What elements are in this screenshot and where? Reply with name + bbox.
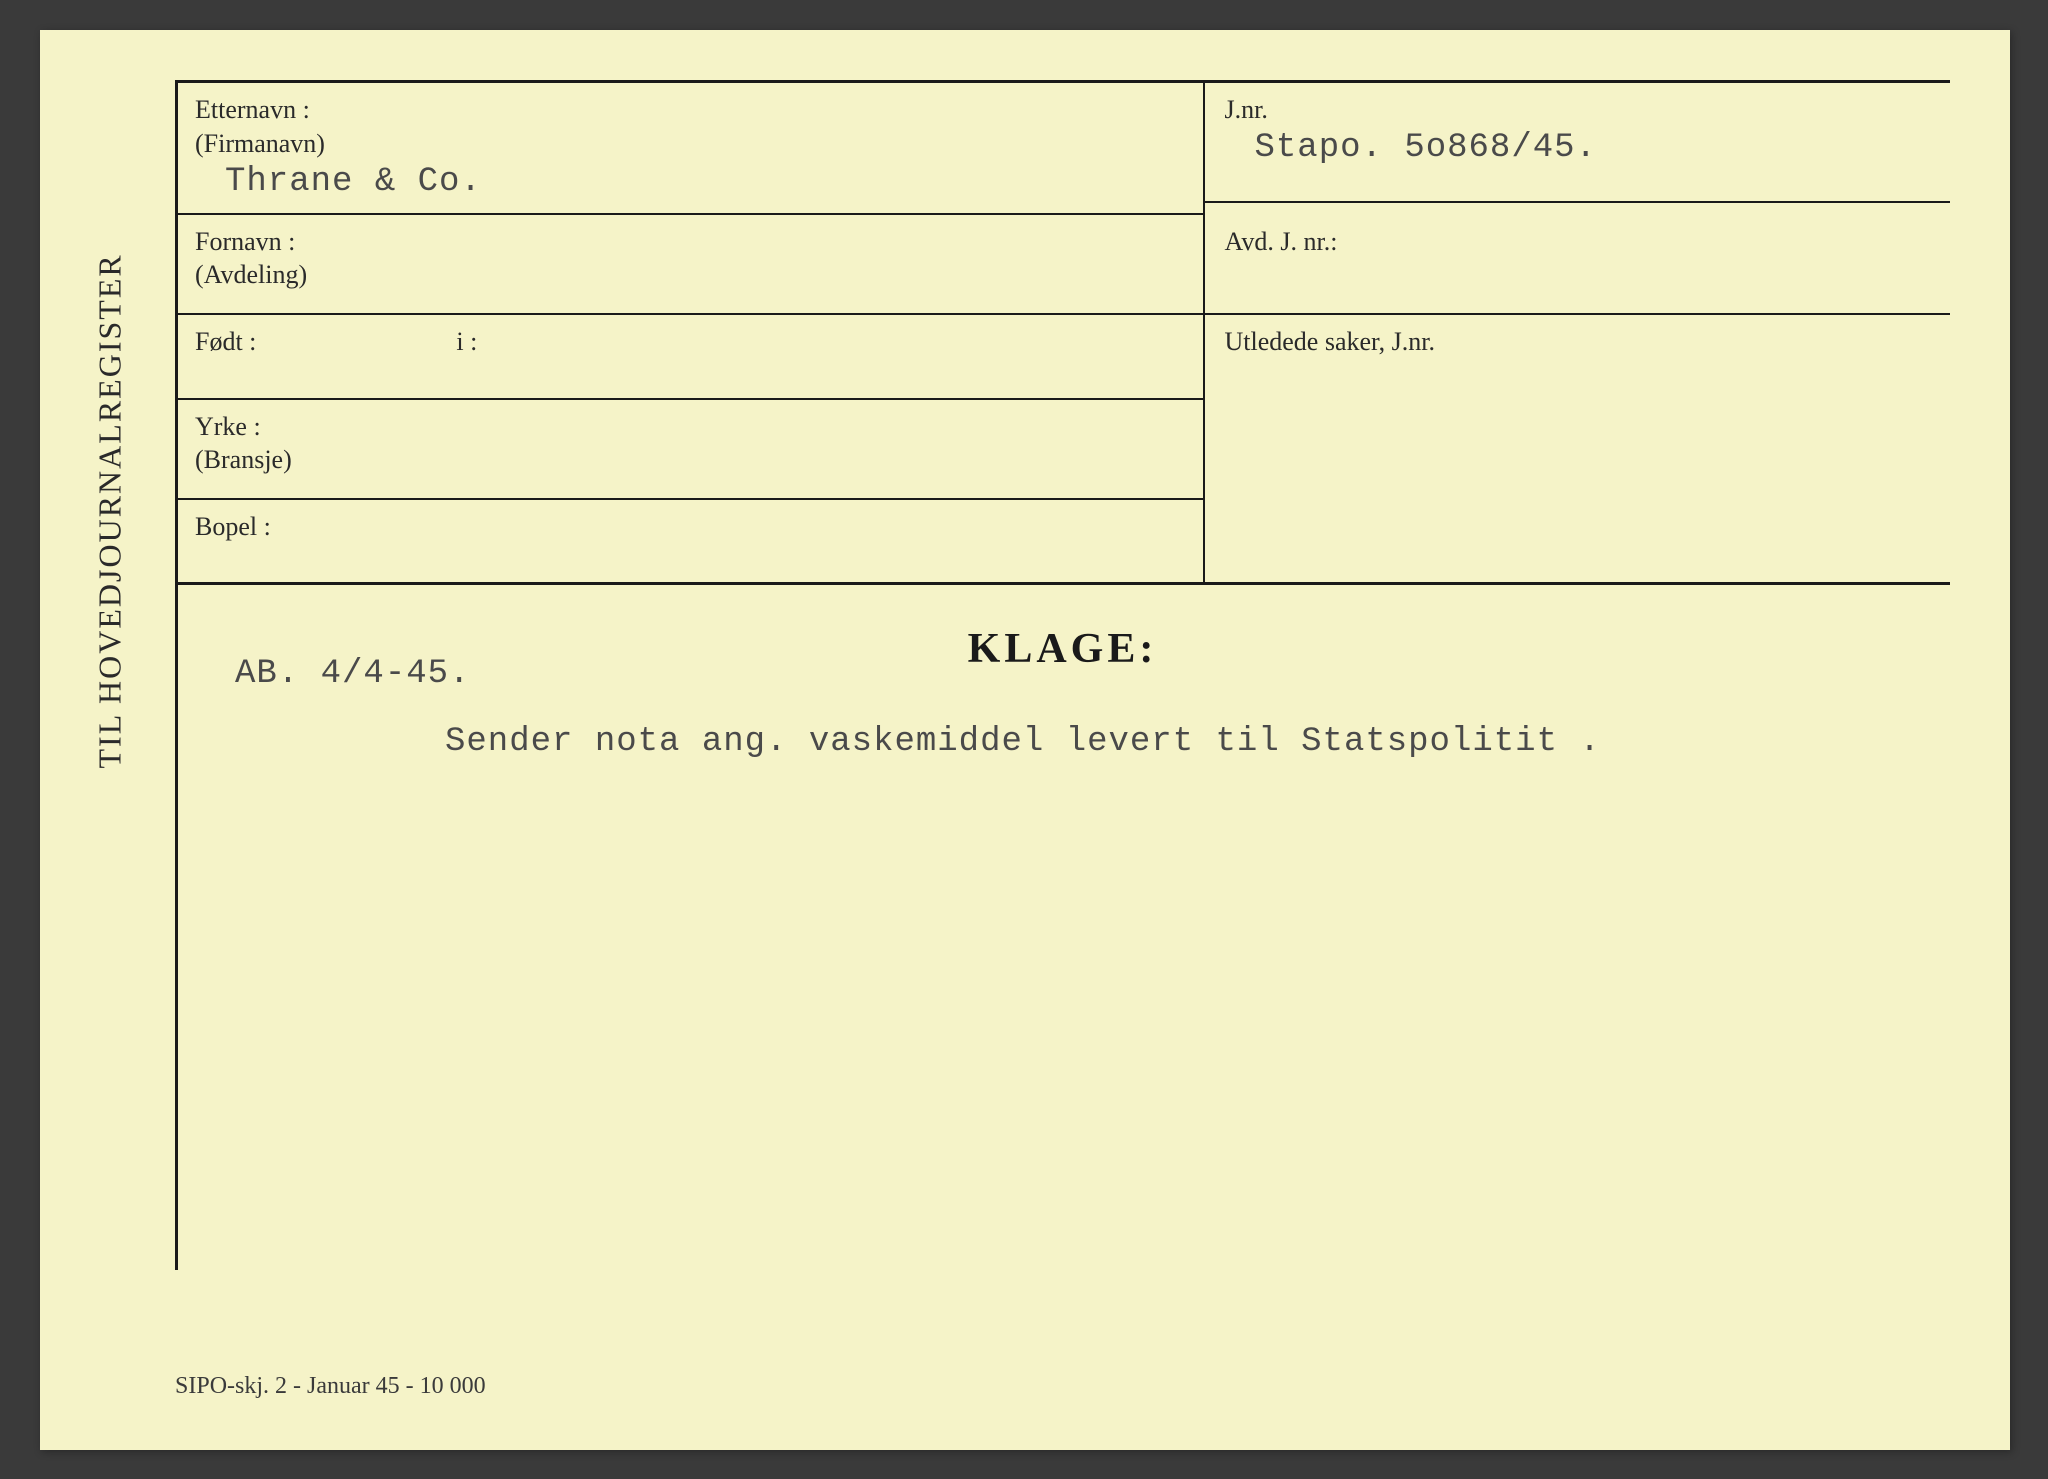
field-yrke: Yrke : (Bransje): [175, 400, 1203, 500]
label-utledede: Utledede saker, J.nr.: [1225, 325, 1931, 359]
sublabel-firmanavn: (Firmanavn): [195, 127, 1183, 161]
vertical-title: TIL HOVEDJOURNALREGISTER: [92, 253, 129, 768]
field-jnr: J.nr. Stapo. 5o868/45.: [1205, 83, 1951, 203]
label-fodt-i: i :: [456, 325, 477, 359]
field-etternavn: Etternavn : (Firmanavn) Thrane & Co.: [175, 83, 1203, 215]
field-bopel: Bopel :: [175, 500, 1203, 585]
register-card: TIL HOVEDJOURNALREGISTER Etternavn : (Fi…: [40, 30, 2010, 1450]
value-jnr: Stapo. 5o868/45.: [1255, 129, 1931, 167]
label-yrke: Yrke :: [195, 410, 1183, 444]
field-fodt: Født : i :: [175, 315, 1203, 400]
klage-section: KLAGE: AB. 4/4-45. Sender nota ang. vask…: [175, 585, 1950, 781]
label-fornavn: Fornavn :: [195, 225, 1183, 259]
footer-print-info: SIPO-skj. 2 - Januar 45 - 10 000: [175, 1373, 486, 1400]
label-bopel: Bopel :: [195, 510, 1183, 544]
label-etternavn: Etternavn :: [195, 93, 1183, 127]
form-area: Etternavn : (Firmanavn) Thrane & Co. J.n…: [175, 80, 1950, 1370]
label-fodt: Født :: [195, 325, 256, 359]
klage-reference: AB. 4/4-45.: [235, 655, 470, 693]
label-avdjnr: Avd. J. nr.:: [1225, 225, 1931, 259]
field-utledede: Utledede saker, J.nr.: [1205, 315, 1951, 585]
label-jnr: J.nr.: [1225, 93, 1931, 127]
row-lower-block: Født : i : Yrke : (Bransje) Bopel : Utle…: [175, 315, 1950, 585]
value-etternavn: Thrane & Co.: [225, 163, 1183, 201]
sublabel-avdeling: (Avdeling): [195, 258, 1183, 292]
field-fornavn: Fornavn : (Avdeling): [175, 215, 1203, 315]
klage-body: Sender nota ang. vaskemiddel levert til …: [195, 723, 1930, 761]
row-fornavn-avdjnr: Fornavn : (Avdeling) Avd. J. nr.:: [175, 215, 1950, 315]
row-name-jnr: Etternavn : (Firmanavn) Thrane & Co. J.n…: [175, 83, 1950, 215]
field-avdjnr: Avd. J. nr.:: [1205, 215, 1951, 315]
sublabel-bransje: (Bransje): [195, 443, 1183, 477]
